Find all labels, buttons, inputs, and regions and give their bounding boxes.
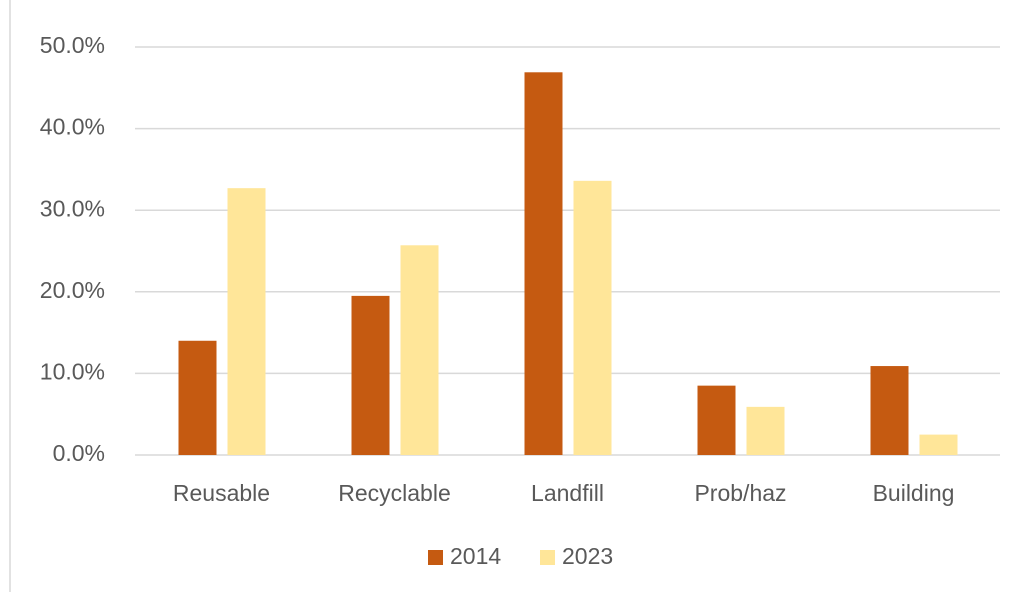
bar: [697, 385, 736, 455]
bar: [919, 434, 958, 455]
y-tick-label: 0.0%: [53, 440, 105, 466]
x-tick-label: Recyclable: [338, 480, 451, 506]
y-tick-label: 50.0%: [40, 32, 105, 58]
legend-swatch: [540, 550, 555, 565]
y-tick-label: 30.0%: [40, 195, 105, 221]
bar: [573, 180, 612, 455]
bar: [870, 366, 909, 455]
bar: [227, 188, 266, 455]
bar: [178, 340, 217, 455]
legend-label: 2023: [562, 543, 613, 569]
x-tick-label: Building: [873, 480, 955, 506]
x-tick-label: Prob/haz: [694, 480, 786, 506]
bar: [524, 72, 563, 456]
y-tick-label: 10.0%: [40, 358, 105, 384]
legend-swatch: [428, 550, 443, 565]
bar: [746, 406, 785, 455]
chart-border: [9, 0, 11, 592]
y-tick-label: 20.0%: [40, 277, 105, 303]
x-tick-label: Reusable: [173, 480, 270, 506]
x-tick-label: Landfill: [531, 480, 604, 506]
bar: [351, 295, 390, 455]
bar: [400, 245, 439, 455]
y-tick-label: 40.0%: [40, 114, 105, 140]
legend-label: 2014: [450, 543, 501, 569]
